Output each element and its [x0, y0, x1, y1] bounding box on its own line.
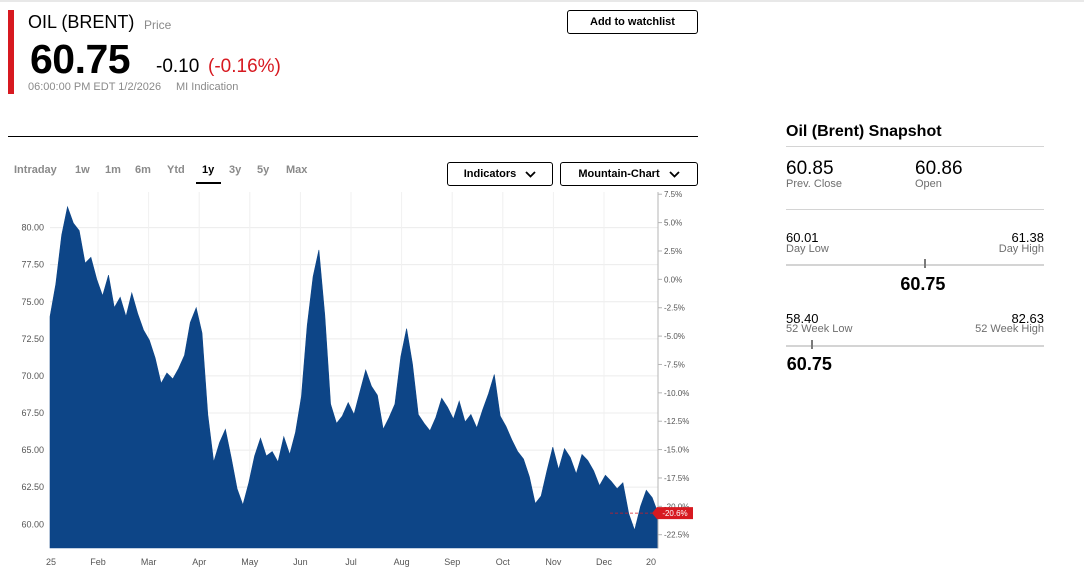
price-change-percent: (-0.16%) — [208, 56, 281, 77]
week52-range-marker — [810, 340, 813, 349]
accent-bar — [8, 10, 14, 94]
open-label: Open — [915, 178, 942, 190]
y2-tick-label: -12.5% — [664, 417, 689, 426]
y2-tick-label: -10.0% — [664, 389, 689, 398]
tab-max[interactable]: Max — [286, 164, 308, 176]
tab-1w[interactable]: 1w — [75, 164, 90, 176]
tab-ytd[interactable]: Ytd — [167, 164, 185, 176]
x-axis: 25 Feb Mar Apr May Jun Jul Aug Sep Oct Nov Dec 20 — [46, 557, 656, 567]
snapshot-divider — [786, 209, 1044, 210]
y2-tick-label: -2.5% — [664, 304, 685, 313]
y-tick-label: 65.00 — [21, 445, 44, 455]
day-low-label: Day Low — [786, 243, 829, 255]
x-tick-label: Jun — [293, 557, 308, 567]
day-range-marker — [924, 259, 927, 268]
price-area-series — [49, 205, 659, 549]
instrument-name: OIL (BRENT) — [28, 12, 135, 32]
x-tick-label: 20 — [646, 557, 656, 567]
tab-5y[interactable]: 5y — [257, 164, 270, 176]
y2-tick-label: -17.5% — [664, 474, 689, 483]
active-tab-indicator — [196, 182, 221, 184]
day-range-current: 60.75 — [900, 274, 946, 294]
y-tick-label: 80.00 — [21, 223, 44, 233]
x-tick-label: Aug — [394, 557, 410, 567]
price-chart[interactable]: 80.00 77.50 75.00 72.50 70.00 67.50 65.00 62.50… — [0, 190, 700, 579]
week52-high-value: 82.63 — [1011, 311, 1044, 326]
chevron-down-icon — [668, 170, 680, 178]
tab-6m[interactable]: 6m — [135, 164, 151, 176]
quote-source: MI Indication — [176, 81, 239, 93]
tab-1y[interactable]: 1y — [202, 164, 215, 176]
indicators-label: Indicators — [463, 168, 517, 180]
x-tick-label: Dec — [596, 557, 613, 567]
week52-low-value: 58.40 — [786, 311, 819, 326]
prev-close-label: Prev. Close — [786, 178, 843, 190]
x-tick-label: Apr — [192, 557, 206, 567]
prev-close-value: 60.85 — [786, 158, 834, 179]
snapshot-divider — [786, 146, 1044, 147]
tab-intraday[interactable]: Intraday — [14, 164, 57, 176]
week52-high-label: 52 Week High — [975, 323, 1044, 335]
day-high-label: Day High — [998, 243, 1044, 255]
chart-type-label: Mountain-Chart — [578, 168, 660, 180]
x-tick-label: Jul — [345, 557, 357, 567]
y2-axis: 7.5% 5.0% 2.5% 0.0% -2.5% -5.0% -7.5% -10.0% -12… — [657, 190, 689, 548]
y-tick-label: 62.50 — [21, 482, 44, 492]
y-tick-label: 70.00 — [21, 371, 44, 381]
snapshot-title: Oil (Brent) Snapshot — [786, 123, 942, 140]
last-value-tag: -20.6% — [610, 507, 693, 520]
price-label: Price — [144, 18, 172, 32]
last-value-label: -20.6% — [662, 509, 687, 518]
x-tick-label: Feb — [90, 557, 106, 567]
last-price: 60.75 — [30, 36, 131, 82]
y-tick-label: 75.00 — [21, 297, 44, 307]
y2-tick-label: -20.0% — [664, 502, 689, 511]
week52-low-label: 52 Week Low — [786, 323, 853, 335]
y-axis: 80.00 77.50 75.00 72.50 70.00 67.50 65.00 62.50… — [21, 223, 44, 530]
top-divider — [0, 0, 1084, 2]
quote-timestamp: 06:00:00 PM EDT 1/2/2026 — [28, 81, 162, 93]
add-to-watchlist-button[interactable]: Add to watchlist — [567, 10, 698, 34]
y2-tick-label: 0.0% — [664, 275, 682, 284]
y2-tick-label: -5.0% — [664, 332, 685, 341]
chart-divider — [8, 136, 698, 137]
week52-range-current: 60.75 — [786, 354, 832, 374]
price-change: -0.10 — [156, 56, 200, 77]
x-tick-label: May — [241, 557, 259, 567]
y2-tick-label: -15.0% — [664, 446, 689, 455]
y-tick-label: 60.00 — [21, 519, 44, 529]
y-tick-label: 67.50 — [21, 408, 44, 418]
chart-type-dropdown[interactable]: Mountain-Chart — [560, 162, 698, 186]
day-high-value: 61.38 — [1011, 230, 1044, 245]
y2-tick-label: 7.5% — [664, 190, 682, 199]
last-value-badge — [652, 507, 693, 520]
x-tick-label: Oct — [496, 557, 511, 567]
y2-tick-label: -22.5% — [664, 531, 689, 540]
x-tick-label: Nov — [545, 557, 562, 567]
y2-tick-label: 2.5% — [664, 247, 682, 256]
x-tick-label: Mar — [141, 557, 157, 567]
tab-3y[interactable]: 3y — [229, 164, 242, 176]
indicators-dropdown[interactable]: Indicators — [447, 162, 553, 186]
day-range-track — [786, 264, 1044, 266]
day-low-value: 60.01 — [786, 230, 819, 245]
y2-tick-label: -7.5% — [664, 360, 685, 369]
tab-1m[interactable]: 1m — [105, 164, 121, 176]
y-tick-label: 72.50 — [21, 334, 44, 344]
week52-range-track — [786, 345, 1044, 347]
y2-tick-label: 5.0% — [664, 219, 682, 228]
y-tick-label: 77.50 — [21, 260, 44, 270]
x-tick-label: 25 — [46, 557, 56, 567]
open-value: 60.86 — [915, 158, 963, 179]
chevron-down-icon — [525, 170, 536, 178]
x-tick-label: Sep — [444, 557, 460, 567]
